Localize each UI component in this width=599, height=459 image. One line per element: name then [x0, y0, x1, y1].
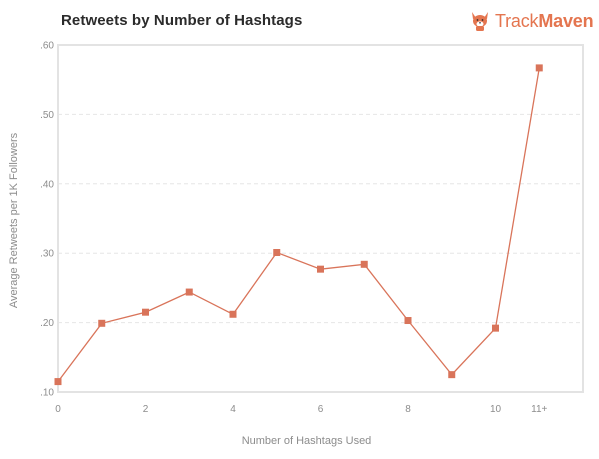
grid-lines: [58, 113, 583, 324]
data-point-marker: [492, 324, 499, 332]
data-point-marker: [360, 260, 368, 268]
y-tick-label: .50: [40, 110, 54, 121]
y-axis-label: Average Retweets per 1K Followers: [8, 132, 20, 308]
data-point-marker: [98, 319, 106, 327]
data-point-marker: [448, 371, 456, 379]
data-markers: [54, 64, 543, 386]
x-tick-label: 4: [230, 404, 236, 415]
y-tick-label: .60: [40, 41, 54, 52]
data-point-marker: [535, 64, 543, 72]
x-tick-label: 2: [143, 404, 149, 415]
y-tick-label: .20: [40, 318, 54, 329]
data-point-marker: [229, 310, 237, 318]
x-axis-ticks: 0 2 4 6 8 10 11+: [55, 404, 547, 415]
x-tick-label: 11+: [531, 404, 547, 415]
brand-logo: TrackMaven: [468, 8, 594, 34]
y-tick-label: .10: [40, 388, 54, 399]
data-point-marker: [185, 288, 193, 296]
brand-name-part2: Maven: [538, 10, 594, 31]
x-tick-label: 8: [405, 404, 411, 415]
chart-title: Retweets by Number of Hashtags: [61, 12, 303, 29]
x-tick-label: 6: [318, 404, 324, 415]
x-tick-label: 10: [490, 404, 502, 415]
x-axis-label: Number of Hashtags Used: [242, 435, 372, 447]
plot-frame: [57, 44, 584, 393]
data-point-marker: [54, 378, 62, 386]
y-tick-label: .40: [40, 179, 54, 190]
y-axis-ticks: .10 .20 .30 .40 .50 .60: [40, 41, 54, 399]
series-line: [57, 67, 540, 382]
data-point-marker: [142, 308, 149, 316]
brand-name-part1: Track: [495, 10, 539, 31]
data-point-marker: [317, 265, 324, 273]
corgi-logo-icon: [472, 12, 488, 31]
y-tick-label: .30: [40, 249, 54, 260]
brand-name: TrackMaven: [495, 10, 594, 32]
data-point-marker: [273, 249, 281, 257]
x-tick-label: 0: [55, 404, 61, 415]
data-point-marker: [404, 317, 412, 325]
